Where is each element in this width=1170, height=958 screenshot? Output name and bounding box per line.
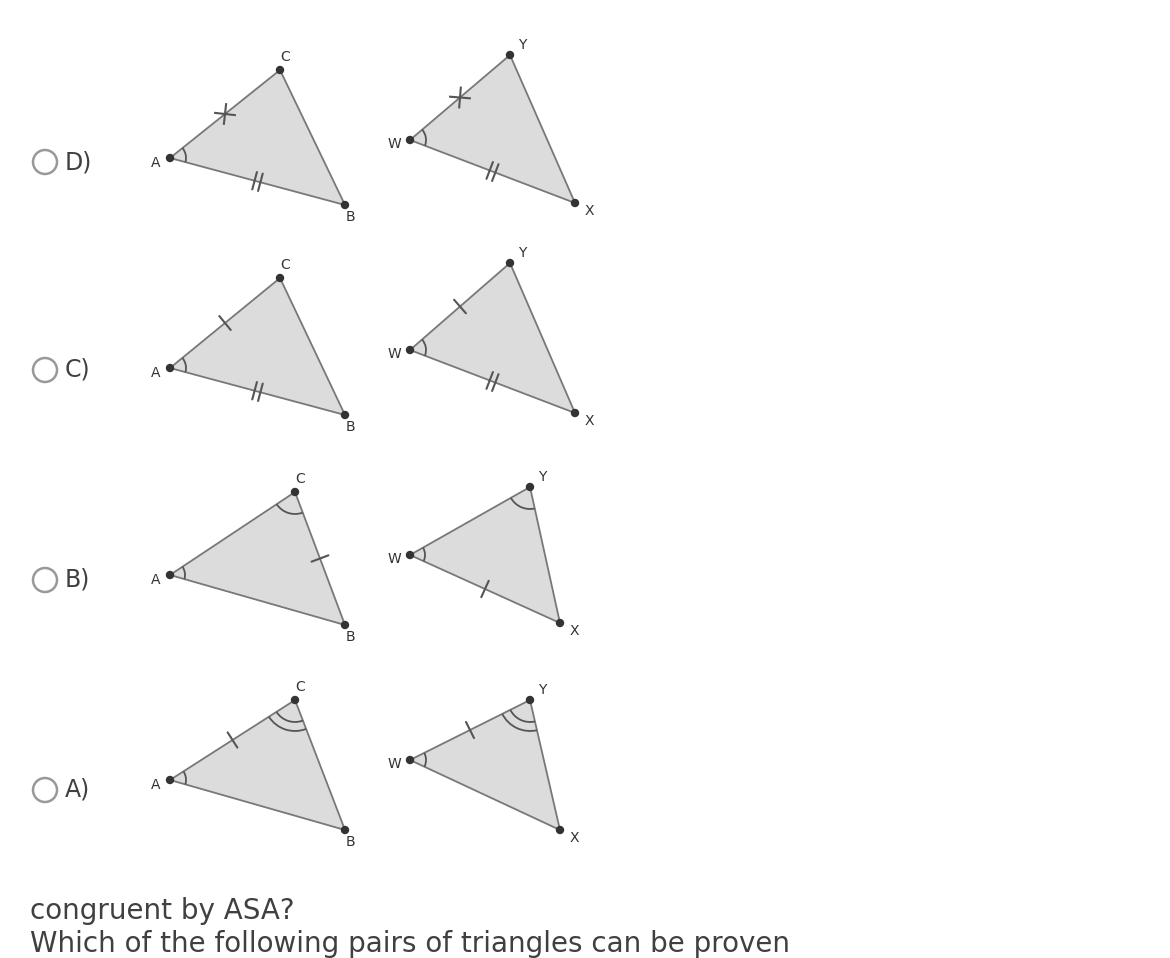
Polygon shape [170,278,345,415]
Circle shape [507,52,514,58]
Circle shape [342,201,349,209]
Circle shape [291,696,298,703]
Circle shape [526,484,534,490]
Text: A): A) [66,778,90,802]
Text: W: W [387,347,401,361]
Polygon shape [170,700,345,830]
Text: B: B [345,835,355,849]
Circle shape [557,827,564,833]
Text: W: W [387,757,401,771]
Text: X: X [570,831,579,845]
Circle shape [166,572,173,579]
Text: C): C) [66,358,90,382]
Text: Y: Y [518,38,527,52]
Circle shape [406,552,413,559]
Text: C: C [295,680,305,694]
Polygon shape [410,263,574,413]
Text: D): D) [66,150,92,174]
Polygon shape [170,492,345,625]
Circle shape [166,154,173,162]
Text: W: W [387,552,401,566]
Circle shape [406,757,413,764]
Text: B: B [345,210,355,224]
Text: B: B [345,630,355,644]
Text: A: A [151,156,160,170]
Circle shape [571,199,578,207]
Polygon shape [170,70,345,205]
Text: congruent by ASA?: congruent by ASA? [30,897,295,925]
Circle shape [276,275,283,282]
Text: Y: Y [538,683,546,697]
Text: X: X [584,204,593,218]
Circle shape [291,489,298,495]
Circle shape [166,364,173,372]
Text: X: X [570,624,579,638]
Circle shape [342,622,349,628]
Circle shape [406,347,413,354]
Circle shape [571,409,578,417]
Text: C: C [280,258,290,272]
Text: C: C [280,50,290,64]
Text: W: W [387,137,401,151]
Circle shape [276,66,283,74]
Text: B): B) [66,568,90,592]
Circle shape [342,412,349,419]
Circle shape [507,260,514,266]
Circle shape [526,696,534,703]
Polygon shape [410,700,560,830]
Text: Y: Y [538,470,546,484]
Text: Y: Y [518,246,527,260]
Polygon shape [410,55,574,203]
Text: A: A [151,366,160,380]
Text: X: X [584,414,593,428]
Circle shape [342,827,349,833]
Polygon shape [410,487,560,623]
Circle shape [557,620,564,627]
Text: A: A [151,778,160,792]
Text: A: A [151,573,160,587]
Circle shape [406,136,413,144]
Text: Which of the following pairs of triangles can be proven: Which of the following pairs of triangle… [30,930,790,958]
Text: C: C [295,472,305,486]
Circle shape [166,777,173,784]
Text: B: B [345,420,355,434]
